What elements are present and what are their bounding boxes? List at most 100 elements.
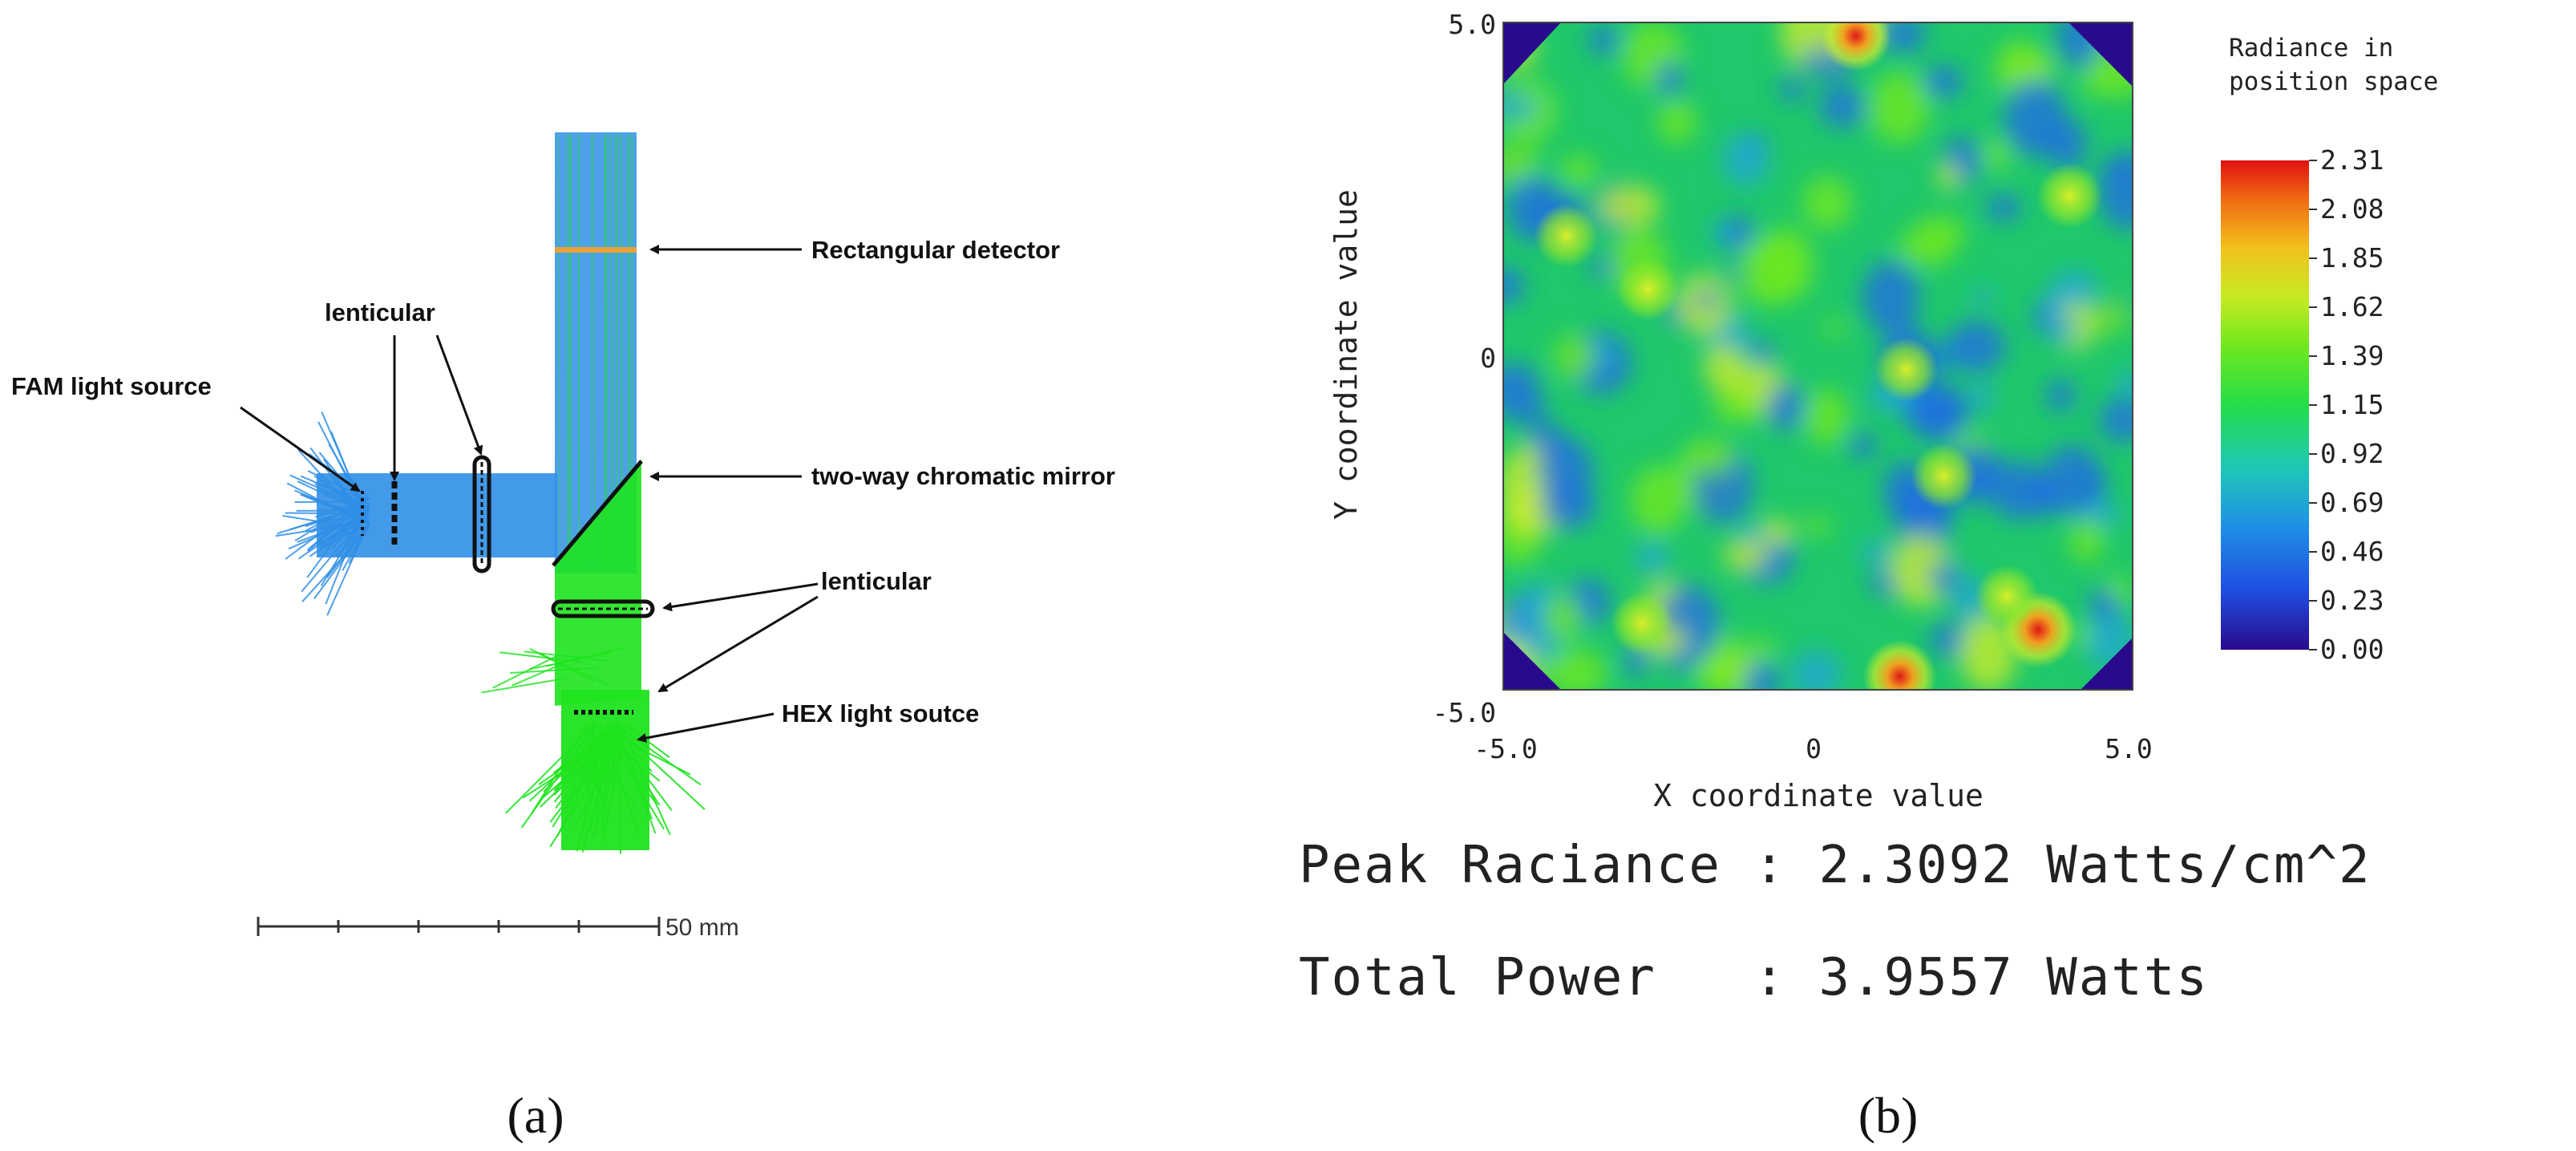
colorbar-tick-label: 0.23 (2320, 585, 2384, 616)
texture-blob (2099, 397, 2133, 444)
texture-blob (1704, 342, 1744, 393)
texture-blob (1713, 391, 1757, 424)
texture-blob (1722, 132, 1769, 188)
texture-blob (1971, 287, 1995, 306)
x-axis-label: X coordinate value (1653, 778, 1984, 813)
hex-ray (592, 727, 603, 801)
texture-blob (1760, 519, 1794, 545)
colorbar-tick-label: 2.08 (2320, 193, 2384, 225)
texture-blob (2116, 369, 2133, 398)
texture-blob (2089, 298, 2133, 334)
hex-ray (481, 677, 566, 694)
texture-blob (1969, 380, 1994, 413)
hex-ray (565, 736, 621, 769)
hotspot (1820, 22, 1891, 71)
texture-blob (1539, 480, 1597, 530)
hex-ray (598, 729, 658, 805)
hotspot (1874, 337, 1939, 402)
beam-streak (557, 134, 561, 562)
texture-blob (1791, 649, 1842, 690)
texture-blob (1822, 319, 1847, 336)
beam-streak (565, 134, 568, 562)
fam-ray (293, 489, 367, 521)
label-lenticular-top: lenticular (325, 298, 435, 326)
texture-blob (1503, 392, 1548, 424)
texture-blob (1981, 140, 2012, 169)
colorbar-title-line2: position space (2229, 67, 2438, 96)
texture-blob (1984, 194, 2022, 221)
texture-blob (1656, 99, 1696, 144)
colorbar-tick-label: 1.85 (2320, 242, 2384, 274)
hex-source-arrow (637, 712, 774, 744)
hex-ray (610, 738, 621, 792)
hex-ray (589, 722, 691, 776)
peak-radiance-text: Peak Raciance : 2.3092 Watts/cm^2 (1299, 836, 2372, 895)
radiance-chart: 5.0 0 -5.0 -5.0 0 5.0 X coordinate value… (1299, 9, 2438, 1144)
lenticular-arrow-2 (435, 334, 483, 456)
texture-blob (1543, 594, 1583, 642)
hex-ray (617, 725, 702, 786)
colorbar-tick-label: 1.39 (2320, 340, 2384, 371)
hotspot (1911, 443, 1977, 509)
hex-ray (569, 728, 590, 800)
beam-streak (592, 134, 596, 562)
hex-ray (614, 724, 653, 820)
lenticular-lens-fam-2 (472, 455, 491, 573)
colorbar-tick-label: 1.15 (2320, 389, 2384, 420)
beam-streak (605, 134, 609, 562)
texture-blob (2025, 475, 2060, 518)
hex-ray (603, 728, 665, 830)
texture-blob (1927, 564, 1959, 594)
texture-blob (1779, 76, 1804, 103)
hex-ray (492, 655, 559, 689)
texture-blob (1803, 388, 1849, 446)
panel-b-label: (b) (1858, 1087, 1919, 1144)
hotspot (1862, 639, 1937, 690)
beam-streak (568, 134, 572, 562)
label-fam-light-source: FAM light source (11, 372, 212, 400)
fam-ray (309, 518, 364, 557)
texture-blob (1544, 648, 1608, 690)
texture-blob (1688, 438, 1736, 475)
colorbar-tick-label: 0.69 (2320, 487, 2384, 518)
texture-blob (1631, 465, 1685, 535)
label-chromatic-mirror: two-way chromatic mirror (811, 462, 1115, 490)
colorbar-ticks: 2.31 2.08 1.85 1.62 1.39 1.15 0.92 0.69 0.46 0.23… (2309, 144, 2384, 665)
texture-blob (1559, 155, 1598, 185)
texture-blob (1803, 516, 1831, 536)
hotspot (1610, 591, 1673, 655)
texture-blob (1818, 85, 1866, 128)
beam-streak (612, 134, 616, 562)
texture-blob (1745, 638, 1775, 663)
hex-ray (622, 738, 653, 772)
hex-ray-bundle (481, 646, 706, 854)
texture-blob (1868, 71, 1930, 144)
texture-blob (1880, 22, 1927, 54)
plot-frame (1502, 22, 2133, 691)
colorbar (2221, 160, 2309, 650)
texture-blob (1937, 161, 1960, 190)
texture-blob (1802, 47, 1828, 73)
colorbar-title-line1: Radiance in (2229, 34, 2393, 63)
rectangular-detector (555, 247, 637, 253)
hotspot-layer (1534, 22, 2103, 690)
colorbar-tick-label: 0.92 (2320, 438, 2384, 469)
texture-blob (1635, 541, 1668, 573)
label-rectangular-detector: Rectangular detector (811, 236, 1060, 264)
texture-blob (1587, 25, 1620, 55)
xtick-mid: 0 (1806, 733, 1822, 764)
label-lenticular-bottom: lenticular (821, 567, 932, 595)
mirror-green-region (555, 459, 641, 706)
fam-source-arrow (240, 406, 361, 492)
colorbar-tick-label: 2.31 (2320, 144, 2384, 176)
hex-ray (613, 724, 706, 810)
texture-blob (1554, 334, 1595, 380)
texture-blob (2004, 79, 2067, 157)
lenticular-lens-hex (551, 599, 655, 618)
texture-blob (1945, 320, 2007, 373)
hex-ray (505, 728, 590, 814)
texture-blob (1750, 340, 1775, 365)
texture-blob (1929, 622, 1969, 658)
texture-blob (1923, 65, 1963, 99)
chromatic-mirror (552, 460, 643, 567)
